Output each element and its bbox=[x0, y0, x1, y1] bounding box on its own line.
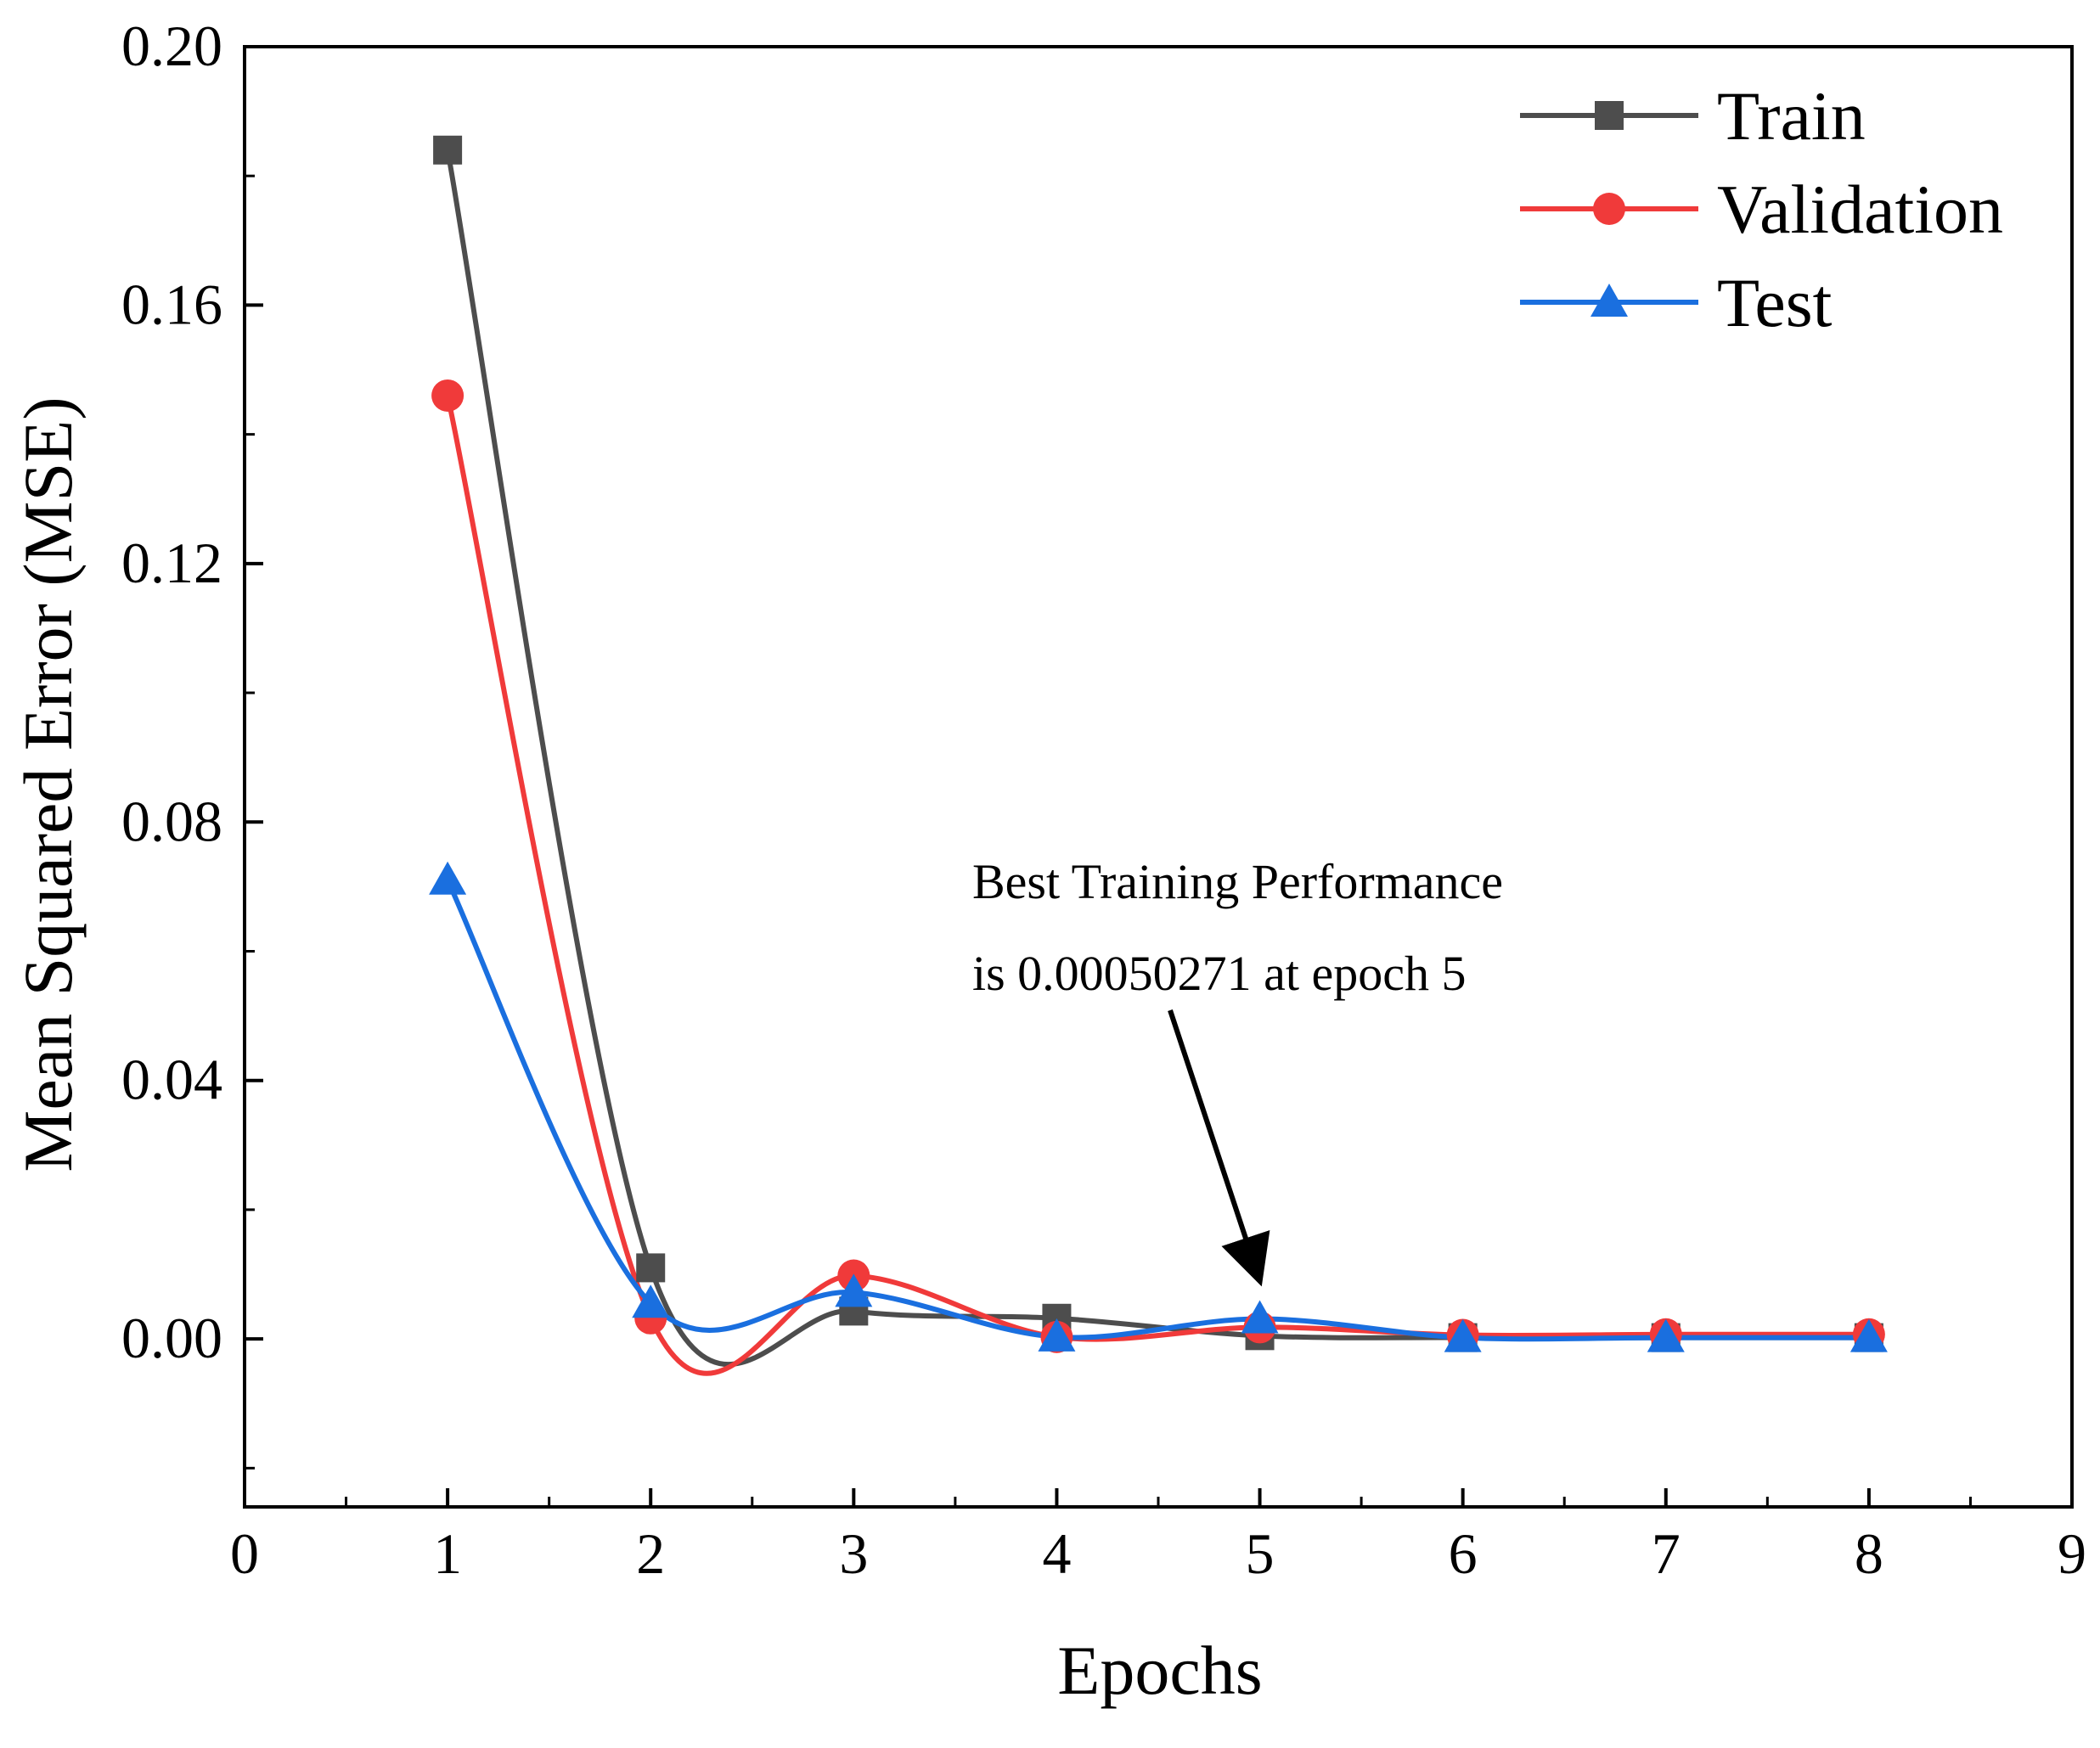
x-tick-label: 2 bbox=[636, 1521, 665, 1586]
test-point bbox=[1647, 1318, 1685, 1352]
x-tick-label: 1 bbox=[433, 1521, 462, 1586]
test-point bbox=[1241, 1300, 1279, 1334]
legend-label-test: Test bbox=[1717, 264, 1833, 341]
test-point bbox=[1444, 1318, 1482, 1352]
legend-marker-validation bbox=[1593, 193, 1625, 225]
train-point bbox=[636, 1253, 666, 1283]
validation-point bbox=[431, 379, 464, 412]
legend-marker-train bbox=[1595, 101, 1624, 130]
legend: Train Validation Test bbox=[1520, 77, 2003, 341]
annotation: Best Training Performance is 0.00050271 … bbox=[972, 854, 1503, 1287]
y-tick-label: 0.00 bbox=[121, 1306, 222, 1370]
y-axis-title: Mean Squared Error (MSE) bbox=[9, 396, 87, 1172]
y-tick-label: 0.08 bbox=[121, 789, 222, 853]
x-tick-label: 3 bbox=[839, 1521, 868, 1586]
validation-line bbox=[445, 395, 1869, 1376]
x-axis-title: Epochs bbox=[1057, 1632, 1262, 1709]
test-point bbox=[835, 1273, 873, 1307]
x-tick-label: 6 bbox=[1449, 1521, 1478, 1586]
x-tick-label: 9 bbox=[2058, 1521, 2086, 1586]
legend-label-train: Train bbox=[1717, 77, 1866, 155]
annotation-arrow bbox=[1168, 1009, 1270, 1287]
x-tick-label: 4 bbox=[1042, 1521, 1071, 1586]
annotation-line-1: Best Training Performance bbox=[972, 854, 1503, 909]
x-tick-label: 0 bbox=[230, 1521, 259, 1586]
test-point bbox=[429, 861, 467, 895]
train-line bbox=[445, 149, 1869, 1368]
test-point bbox=[1849, 1318, 1888, 1352]
legend-marker-test bbox=[1590, 284, 1628, 317]
y-tick-label: 0.16 bbox=[121, 272, 222, 336]
x-tick-label: 8 bbox=[1855, 1521, 1883, 1586]
annotation-line-2: is 0.00050271 at epoch 5 bbox=[972, 946, 1467, 1001]
x-tick-label: 5 bbox=[1246, 1521, 1275, 1586]
test-line bbox=[445, 879, 1869, 1342]
markers-layer bbox=[429, 135, 1888, 1353]
x-tick-label: 7 bbox=[1652, 1521, 1681, 1586]
test-point bbox=[632, 1284, 670, 1318]
test-point bbox=[1038, 1318, 1076, 1352]
y-tick-label: 0.04 bbox=[121, 1048, 222, 1112]
y-tick-label: 0.20 bbox=[121, 14, 222, 78]
series-layer bbox=[445, 149, 1869, 1376]
legend-label-validation: Validation bbox=[1717, 171, 2003, 248]
train-point bbox=[433, 135, 463, 165]
y-tick-label: 0.12 bbox=[121, 531, 222, 595]
axes-layer: 0 1 2 3 4 5 6 7 8 9 0.00 0.04 0.08 0.12 0.16 0.20 bbox=[121, 14, 2086, 1586]
